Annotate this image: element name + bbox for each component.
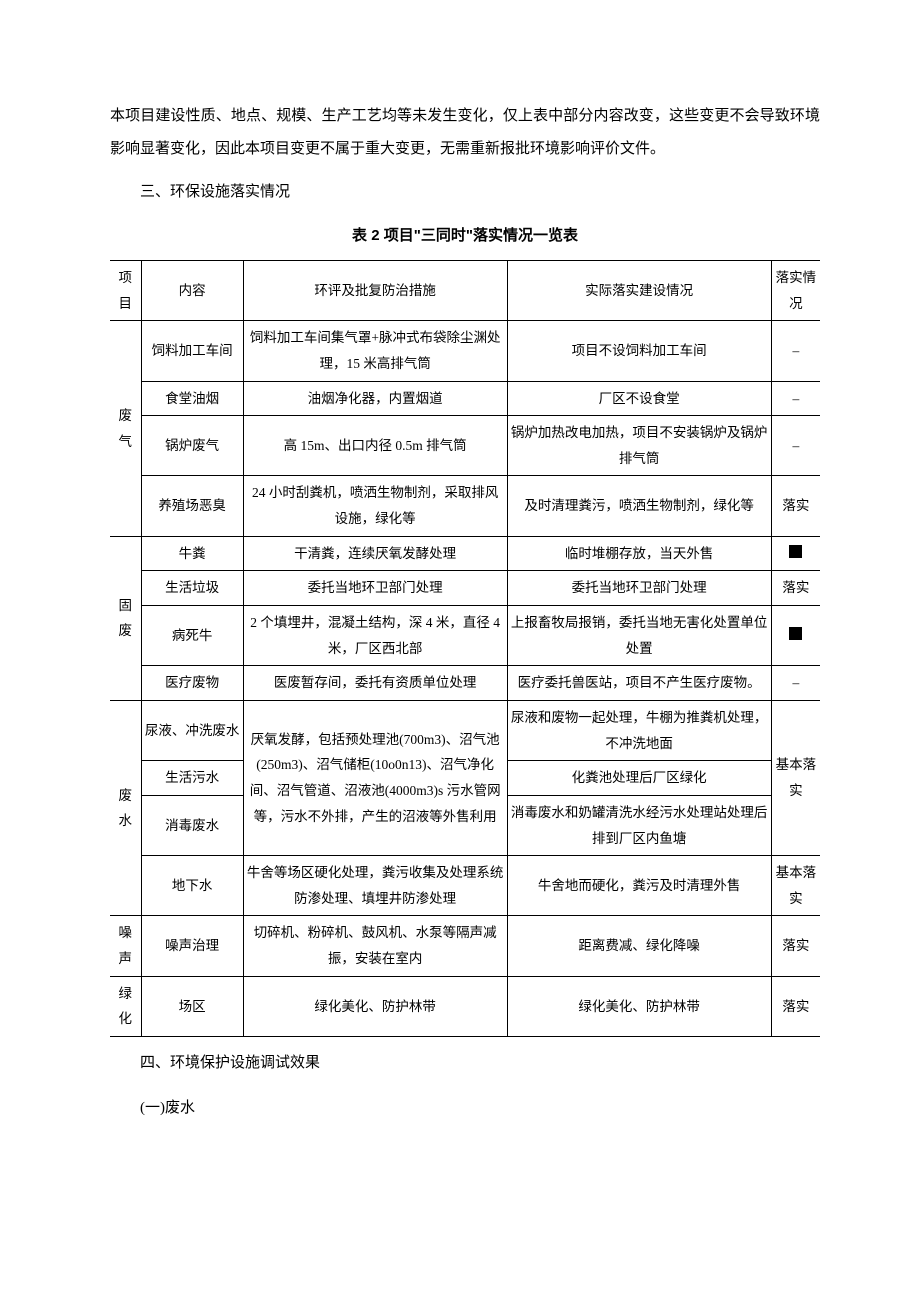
content-cell: 场区 [141,976,243,1036]
content-cell: 地下水 [141,856,243,916]
actual-cell: 尿液和废物一起处理，牛棚为推粪机处理，不冲洗地面 [507,700,771,760]
table-row: 固废牛粪干清粪，连续厌氧发酵处理临时堆棚存放，当天外售 [110,536,820,571]
measure-cell: 委托当地环卫部门处理 [243,571,507,606]
actual-cell: 及时清理粪污，喷洒生物制剂，绿化等 [507,476,771,536]
actual-cell: 锅炉加热改电加热，项目不安装锅炉及锅炉排气筒 [507,416,771,476]
black-square-icon [789,627,802,640]
table-row: 废气饲料加工车间饲料加工车间集气罩+脉冲式布袋除尘渊处理，15 米高排气筒项目不… [110,321,820,381]
status-cell: 落实 [771,476,820,536]
actual-cell: 化粪池处理后厂区绿化 [507,761,771,796]
content-cell: 噪声治理 [141,916,243,976]
content-cell: 生活污水 [141,761,243,796]
content-cell: 养殖场恶臭 [141,476,243,536]
header-content: 内容 [141,261,243,321]
actual-cell: 委托当地环卫部门处理 [507,571,771,606]
actual-cell: 消毒废水和奶罐清洗水经污水处理站处理后排到厂区内鱼塘 [507,795,771,855]
table-row: 生活垃圾委托当地环卫部门处理委托当地环卫部门处理落实 [110,571,820,606]
content-cell: 医疗废物 [141,666,243,701]
measure-cell: 医废暂存间，委托有资质单位处理 [243,666,507,701]
status-cell: 落实 [771,976,820,1036]
category-cell: 绿化 [110,976,141,1036]
measure-cell: 绿化美化、防护林带 [243,976,507,1036]
header-status: 落实情况 [771,261,820,321]
table-header-row: 项目 内容 环评及批复防治措施 实际落实建设情况 落实情况 [110,261,820,321]
header-project: 项目 [110,261,141,321]
table-title: 表 2 项目"三同时"落实情况一览表 [110,219,820,252]
measure-cell: 油烟净化器，内置烟道 [243,381,507,416]
section-4-heading: 四、环境保护设施调试效果 [110,1047,820,1080]
header-actual: 实际落实建设情况 [507,261,771,321]
category-cell: 噪声 [110,916,141,976]
measure-cell: 厌氧发酵，包括预处理池(700m3)、沼气池(250m3)、沼气储柜(10o0n… [243,700,507,855]
actual-cell: 厂区不设食堂 [507,381,771,416]
measure-cell: 2 个填埋井，混凝土结构，深 4 米，直径 4 米，厂区西北部 [243,606,507,666]
measure-cell: 干清粪，连续厌氧发酵处理 [243,536,507,571]
intro-paragraph: 本项目建设性质、地点、规模、生产工艺均等未发生变化，仅上表中部分内容改变，这些变… [110,100,820,166]
content-cell: 病死牛 [141,606,243,666]
content-cell: 生活垃圾 [141,571,243,606]
table-row: 医疗废物医废暂存间，委托有资质单位处理医疗委托兽医站，项目不产生医疗废物。– [110,666,820,701]
status-cell: 落实 [771,916,820,976]
actual-cell: 牛舍地而硬化，粪污及时清理外售 [507,856,771,916]
table-row: 食堂油烟油烟净化器，内置烟道厂区不设食堂– [110,381,820,416]
measure-cell: 高 15m、出口内径 0.5m 排气筒 [243,416,507,476]
table-row: 噪声 噪声治理 切碎机、粉碎机、鼓风机、水泵等隔声减振，安装在室内 距离费减、绿… [110,916,820,976]
status-cell: – [771,321,820,381]
measure-cell: 饲料加工车间集气罩+脉冲式布袋除尘渊处理，15 米高排气筒 [243,321,507,381]
actual-cell: 绿化美化、防护林带 [507,976,771,1036]
actual-cell: 项目不设饲料加工车间 [507,321,771,381]
content-cell: 锅炉废气 [141,416,243,476]
actual-cell: 上报畜牧局报销，委托当地无害化处置单位处置 [507,606,771,666]
table-row: 养殖场恶臭24 小时刮粪机，喷洒生物制剂，采取排风设施，绿化等及时清理粪污，喷洒… [110,476,820,536]
category-cell: 固废 [110,536,141,700]
measure-cell: 24 小时刮粪机，喷洒生物制剂，采取排风设施，绿化等 [243,476,507,536]
actual-cell: 医疗委托兽医站，项目不产生医疗废物。 [507,666,771,701]
subsection-wastewater: (一)废水 [110,1092,820,1125]
table-row: 锅炉废气高 15m、出口内径 0.5m 排气筒锅炉加热改电加热，项目不安装锅炉及… [110,416,820,476]
status-cell: 落实 [771,571,820,606]
content-cell: 食堂油烟 [141,381,243,416]
status-cell: – [771,666,820,701]
category-cell: 废气 [110,321,141,536]
content-cell: 饲料加工车间 [141,321,243,381]
content-cell: 尿液、冲洗废水 [141,700,243,760]
status-cell: 基本落实 [771,856,820,916]
header-measure: 环评及批复防治措施 [243,261,507,321]
table-row: 废水 尿液、冲洗废水 厌氧发酵，包括预处理池(700m3)、沼气池(250m3)… [110,700,820,760]
table-row: 绿化 场区 绿化美化、防护林带 绿化美化、防护林带 落实 [110,976,820,1036]
actual-cell: 临时堆棚存放，当天外售 [507,536,771,571]
content-cell: 牛粪 [141,536,243,571]
category-cell: 废水 [110,700,141,915]
status-cell [771,606,820,666]
black-square-icon [789,545,802,558]
status-cell: – [771,381,820,416]
actual-cell: 距离费减、绿化降噪 [507,916,771,976]
measure-cell: 切碎机、粉碎机、鼓风机、水泵等隔声减振，安装在室内 [243,916,507,976]
table-row: 病死牛2 个填埋井，混凝土结构，深 4 米，直径 4 米，厂区西北部上报畜牧局报… [110,606,820,666]
status-cell: – [771,416,820,476]
table-row: 地下水 牛舍等场区硬化处理，粪污收集及处理系统防渗处理、填埋井防渗处理 牛舍地而… [110,856,820,916]
status-cell: 基本落实 [771,700,820,855]
measure-cell: 牛舍等场区硬化处理，粪污收集及处理系统防渗处理、填埋井防渗处理 [243,856,507,916]
implementation-table: 项目 内容 环评及批复防治措施 实际落实建设情况 落实情况 废气饲料加工车间饲料… [110,260,820,1037]
section-3-heading: 三、环保设施落实情况 [110,176,820,209]
status-cell [771,536,820,571]
content-cell: 消毒废水 [141,795,243,855]
